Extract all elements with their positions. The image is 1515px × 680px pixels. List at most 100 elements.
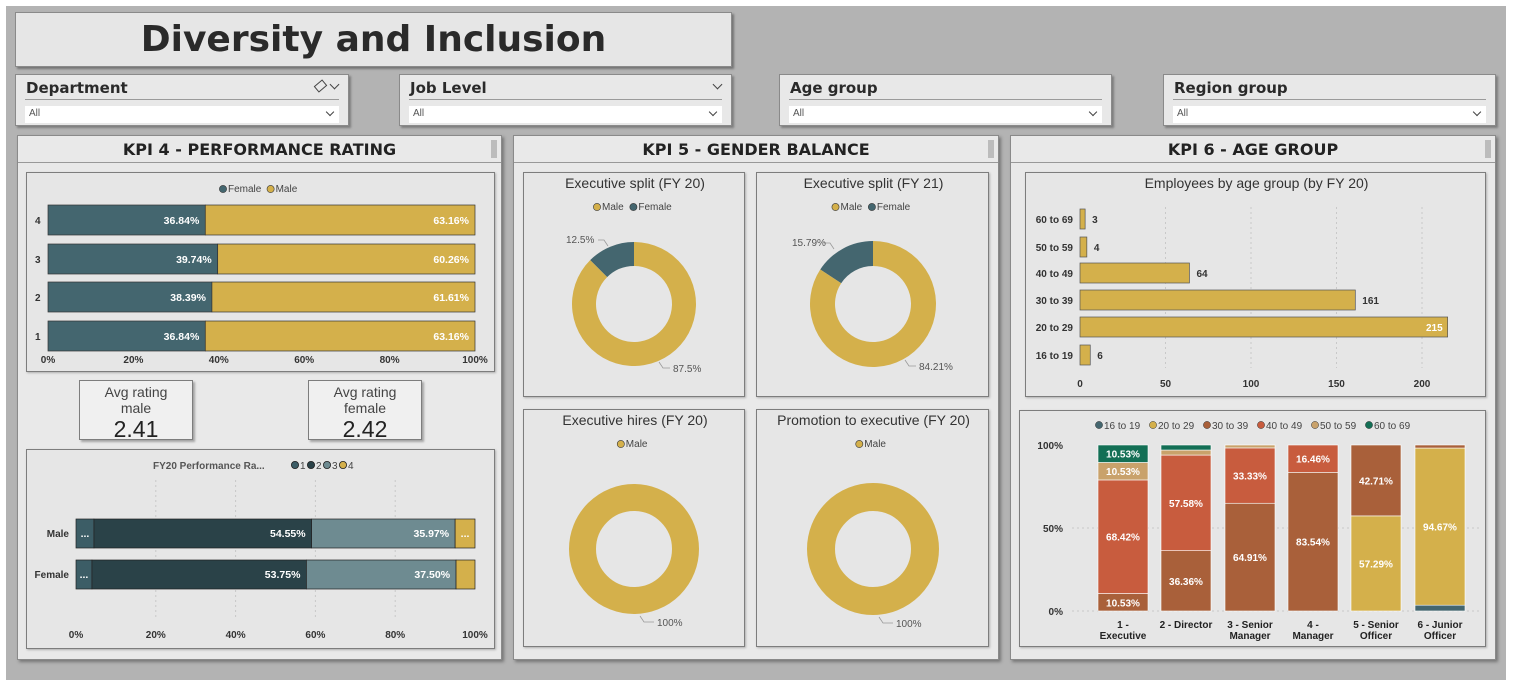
- age-group-dropdown-value: All: [793, 108, 805, 119]
- bar-segment-40-to-49: [1287, 444, 1339, 473]
- y-tick-label: 50%: [1043, 524, 1063, 535]
- bar-segment-30-to-39: [1224, 502, 1276, 612]
- data-label: 53.75%: [265, 569, 301, 581]
- data-label: 36.84%: [164, 215, 200, 227]
- kpi6-title: KPI 6 - AGE GROUP: [1167, 140, 1339, 159]
- age-group-dropdown[interactable]: All: [789, 106, 1102, 123]
- bar-segment-female: [47, 281, 213, 313]
- x-tick-label: Manager: [1229, 631, 1270, 642]
- age-by-level-chart: 16 to 19 20 to 29 30 to 39 40 to 49 50 to 59…: [1037, 421, 1480, 642]
- x-tick-label: 3 - Senior: [1227, 620, 1273, 631]
- panel-scrollbar[interactable]: [1485, 140, 1491, 158]
- chart-title: Executive hires (FY 20): [562, 412, 707, 428]
- x-tick-label: 80%: [380, 355, 400, 366]
- job-level-dropdown-value: All: [413, 108, 425, 119]
- exec-split-fy21-chart: Executive split (FY 21) Male Female 15.79% 8…: [792, 175, 953, 373]
- x-tick-label: 200: [1414, 379, 1431, 390]
- x-tick-label: 150: [1328, 379, 1345, 390]
- chart-title: Employees by age group (by FY 20): [1145, 175, 1369, 191]
- x-tick-label: 100: [1243, 379, 1260, 390]
- legend-marker: [1365, 421, 1373, 429]
- legend-label: Female: [638, 202, 672, 213]
- label-leader: [904, 359, 916, 367]
- promo-exec-fy20-card: Promotion to executive (FY 20) Male 100%: [756, 409, 989, 647]
- y-tick-label: 3: [35, 255, 41, 266]
- bar-segment-male: [204, 320, 476, 352]
- bar-segment-female: [47, 320, 206, 352]
- region-group-dropdown-value: All: [1177, 108, 1189, 119]
- avg-rating-male-card: Avg rating male 2.41: [79, 380, 193, 442]
- panel-scrollbar[interactable]: [988, 140, 994, 158]
- data-label: 84.21%: [919, 362, 953, 373]
- y-tick-label: 16 to 19: [1036, 351, 1074, 362]
- data-label: 37.50%: [414, 569, 450, 581]
- bar-segment-50-to-59: [1224, 444, 1276, 449]
- bar-segment-16-to-19: [1414, 604, 1466, 612]
- bar: [1079, 344, 1091, 366]
- legend-marker: [1095, 421, 1103, 429]
- legend-label: 60 to 69: [1374, 421, 1411, 432]
- chevron-down-icon[interactable]: [329, 79, 340, 90]
- bar-segment-30-to-39: [1160, 550, 1212, 612]
- chevron-down-icon: [1088, 107, 1098, 117]
- eraser-icon[interactable]: [313, 79, 328, 93]
- data-label: ...: [81, 528, 90, 540]
- region-group-dropdown[interactable]: All: [1173, 106, 1486, 123]
- data-label: 35.97%: [414, 528, 450, 540]
- data-label: 61.61%: [433, 292, 469, 304]
- x-tick-label: Manager: [1292, 631, 1333, 642]
- data-label: 15.79%: [792, 238, 826, 249]
- kpi4-panel: KPI 4 - PERFORMANCE RATING Female Male 4 36…: [17, 135, 502, 660]
- legend-label: Male: [841, 202, 863, 213]
- slicer-age-group[interactable]: Age group All: [779, 74, 1112, 126]
- y-tick-label: 4: [35, 216, 41, 227]
- bar-segment-30-to-39: [1287, 472, 1339, 612]
- legend-marker: [306, 460, 315, 469]
- data-label: 38.39%: [170, 292, 206, 304]
- page-title: Diversity and Inclusion: [140, 19, 607, 60]
- data-label: 10.53%: [1106, 598, 1140, 609]
- slicer-region-group[interactable]: Region group All: [1163, 74, 1496, 126]
- bar-segment-female: [47, 243, 219, 275]
- bar-segment-rating-4: [454, 518, 476, 549]
- legend-marker: [322, 460, 331, 469]
- legend-marker: [1257, 421, 1265, 429]
- data-label: 3: [1092, 215, 1098, 226]
- slicer-department[interactable]: Department All: [15, 74, 349, 126]
- bar-segment-60-to-69: [1097, 444, 1149, 463]
- slicer-job-level[interactable]: Job Level All: [399, 74, 732, 126]
- perf-rating-card: Female Male 4 36.84% 63.16% 3 39.74% 60.26% 2 38.…: [26, 172, 495, 372]
- bar-segment-30-to-39: [1350, 444, 1402, 517]
- x-tick-label: 40%: [226, 630, 246, 641]
- x-tick-label: 100%: [462, 630, 488, 641]
- kpi4-title: KPI 4 - PERFORMANCE RATING: [122, 140, 397, 159]
- slicer-job-level-label: Job Level: [410, 79, 487, 97]
- legend-label: 4: [348, 461, 354, 472]
- legend-label: 2: [316, 461, 322, 472]
- employees-by-age-card: Employees by age group (by FY 20) 60 to 6…: [1025, 172, 1486, 397]
- legend-marker: [868, 203, 876, 211]
- avg-rating-male-value: 2.41: [113, 416, 159, 442]
- bar-segment-female: [47, 204, 206, 236]
- y-tick-label: 0%: [1049, 607, 1064, 618]
- kpi5-title: KPI 5 - GENDER BALANCE: [642, 140, 870, 159]
- x-tick-label: 0%: [69, 630, 84, 641]
- y-tick-label: 30 to 39: [1036, 296, 1074, 307]
- x-tick-label: 4 -: [1307, 620, 1319, 631]
- label-leader: [598, 239, 609, 247]
- bar-segment-male: [204, 204, 476, 236]
- legend-marker: [1149, 421, 1157, 429]
- chevron-down-icon[interactable]: [712, 79, 723, 90]
- legend-label: 40 to 49: [1266, 421, 1303, 432]
- slicer-region-group-label: Region group: [1174, 79, 1288, 97]
- x-tick-label: 0: [1077, 379, 1083, 390]
- panel-scrollbar[interactable]: [491, 140, 497, 158]
- legend-marker: [290, 460, 299, 469]
- donut-slice-male: [572, 242, 696, 366]
- job-level-dropdown[interactable]: All: [409, 106, 722, 123]
- donut-slice-male: [569, 484, 699, 614]
- exec-hires-fy20-card: Executive hires (FY 20) Male 100%: [523, 409, 745, 647]
- chart-title: Promotion to executive (FY 20): [777, 412, 970, 428]
- department-dropdown[interactable]: All: [25, 106, 339, 123]
- kpi5-panel: KPI 5 - GENDER BALANCE Executive split (…: [513, 135, 999, 660]
